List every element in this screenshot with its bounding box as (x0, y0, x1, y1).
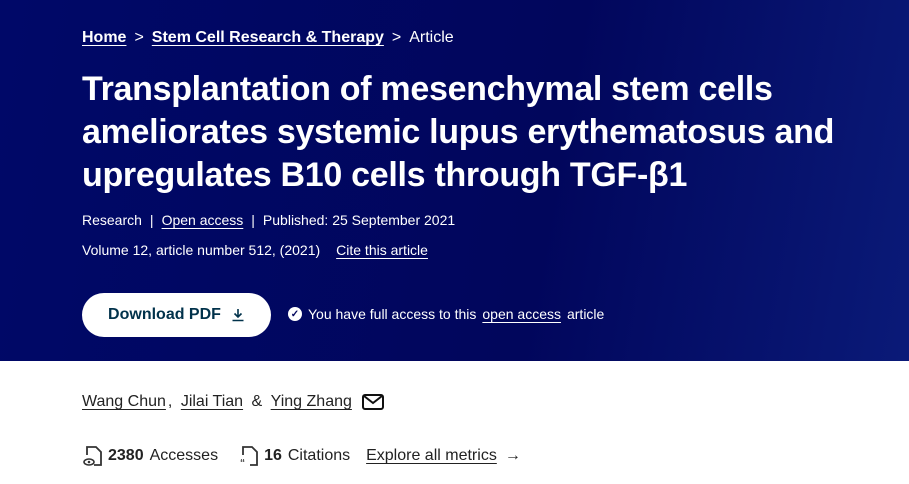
article-header: Home > Stem Cell Research & Therapy > Ar… (0, 0, 909, 361)
access-suffix: article (566, 306, 605, 322)
download-icon (232, 309, 244, 322)
cite-link[interactable]: Cite this article (336, 242, 428, 258)
download-pdf-button[interactable]: Download PDF (82, 293, 271, 337)
breadcrumb-separator: > (134, 29, 144, 46)
citations-icon: “ (240, 446, 258, 467)
explore-metrics-link[interactable]: Explore all metrics (366, 447, 497, 464)
accesses-count: 2380 (108, 447, 144, 464)
access-note: ✓ You have full access to this open acce… (288, 306, 604, 322)
mail-icon[interactable] (361, 394, 384, 410)
breadcrumb-home[interactable]: Home (82, 29, 127, 46)
divider: | (251, 212, 255, 228)
author-link[interactable]: Ying Zhang (270, 393, 352, 410)
divider: | (149, 212, 154, 228)
separator: , (167, 393, 173, 410)
citations-count: 16 (264, 447, 282, 464)
article-metrics: 2380 Accesses “ 16 Citations Explore all… (82, 445, 521, 467)
breadcrumb: Home > Stem Cell Research & Therapy > Ar… (82, 29, 454, 47)
author-link[interactable]: Jilai Tian (180, 393, 244, 410)
svg-text:“: “ (240, 458, 245, 467)
author-link[interactable]: Wang Chun (82, 393, 166, 410)
breadcrumb-separator: > (391, 29, 402, 46)
citations-label: Citations (287, 447, 351, 464)
volume-info: Volume 12, article number 512, (2021) (82, 242, 321, 258)
access-text: You have full access to this (308, 306, 477, 322)
arrow-right-icon: → (504, 447, 521, 464)
open-access-link[interactable]: Open access (161, 212, 244, 228)
article-meta: Research | Open access | Published: 25 S… (82, 212, 455, 228)
breadcrumb-current: Article (409, 29, 454, 46)
article-type: Research (82, 212, 142, 228)
author-list: Wang Chun , Jilai Tian & Ying Zhang (82, 393, 384, 411)
open-access-info-link[interactable]: open access (482, 306, 561, 322)
published-date: Published: 25 September 2021 (262, 212, 456, 228)
accesses-icon (83, 446, 102, 466)
accesses-label: Accesses (149, 447, 219, 464)
check-circle-icon: ✓ (288, 307, 302, 321)
page-title: Transplantation of mesenchymal stem cell… (82, 70, 835, 194)
breadcrumb-journal[interactable]: Stem Cell Research & Therapy (151, 29, 384, 46)
article-citation: Volume 12, article number 512, (2021) Ci… (82, 242, 428, 258)
download-label: Download PDF (108, 306, 221, 323)
separator: & (251, 393, 263, 410)
